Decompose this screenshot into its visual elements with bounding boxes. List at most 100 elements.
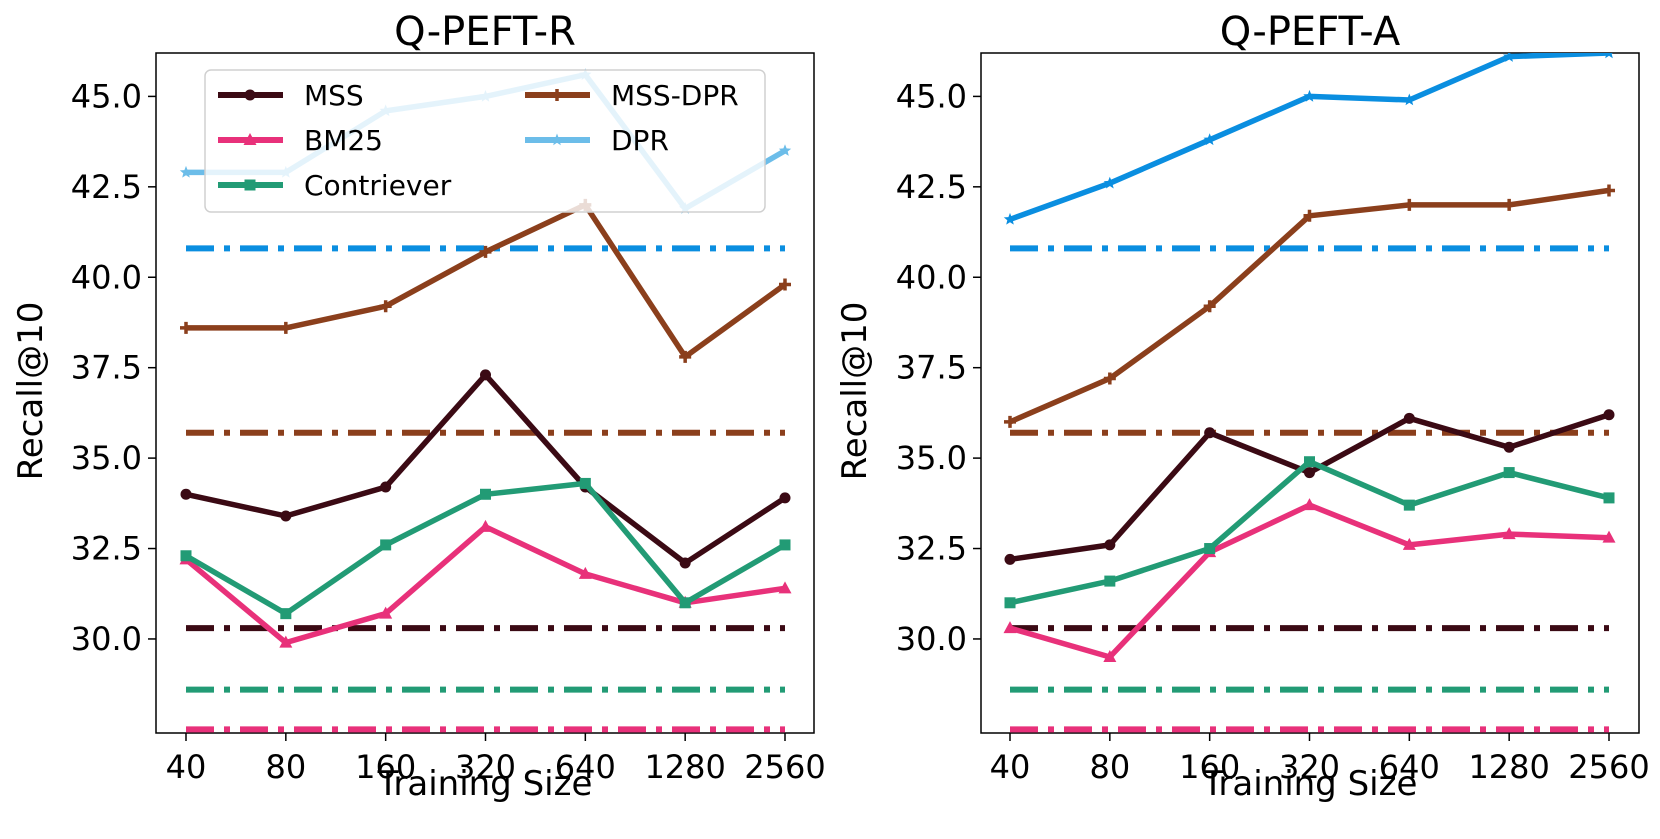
- data-point: [480, 369, 491, 381]
- y-tick-label: 45.0: [71, 77, 142, 115]
- series-line: [1009, 412, 1610, 563]
- y-tick-label: 42.5: [896, 168, 967, 206]
- x-tick-label: 2560: [1568, 748, 1649, 786]
- data-point: [479, 519, 492, 532]
- data-point: [1503, 441, 1515, 453]
- x-tick-label: 320: [1279, 748, 1340, 786]
- data-point: [1103, 650, 1117, 663]
- data-point: [1303, 89, 1316, 102]
- data-point: [280, 510, 292, 522]
- data-point: [480, 488, 491, 500]
- series-line: [185, 372, 787, 566]
- data-point: [1004, 415, 1016, 428]
- y-tick-label: 37.5: [896, 349, 967, 387]
- data-point: [779, 539, 791, 551]
- data-point: [578, 566, 592, 579]
- data-point: [1503, 467, 1515, 479]
- data-point: [1603, 184, 1615, 197]
- data-point: [778, 144, 792, 156]
- data-point: [379, 300, 392, 313]
- legend-marker: [551, 89, 563, 101]
- legend-marker: [244, 179, 256, 191]
- data-point: [1402, 537, 1416, 550]
- data-point: [579, 477, 591, 489]
- data-point: [479, 245, 492, 258]
- series-line: [186, 202, 787, 360]
- data-point: [1204, 543, 1216, 555]
- data-point: [1502, 527, 1516, 540]
- data-point: [679, 557, 691, 569]
- data-point: [1003, 212, 1017, 225]
- data-point: [1503, 53, 1516, 62]
- x-tick-label: 40: [166, 748, 207, 786]
- plot-area: [1003, 53, 1616, 733]
- legend-label: MSS: [304, 79, 364, 112]
- x-tick-label: 80: [1089, 748, 1130, 786]
- data-point: [679, 350, 692, 363]
- series-contriever: [1004, 456, 1615, 609]
- y-tick-label: 32.5: [896, 530, 967, 568]
- data-point: [180, 321, 192, 334]
- x-tick-label: 160: [1179, 748, 1240, 786]
- data-point: [1403, 412, 1415, 424]
- legend-marker: [243, 133, 257, 145]
- y-tick-label: 30.0: [71, 620, 142, 658]
- legend-label: DPR: [611, 124, 669, 157]
- y-tick-label: 35.0: [896, 439, 967, 477]
- y-tick-label: 30.0: [896, 620, 967, 658]
- data-point: [180, 488, 192, 500]
- data-point: [1203, 133, 1216, 146]
- series-bm25: [1003, 498, 1616, 663]
- series-dpr: [1003, 53, 1613, 225]
- data-point: [379, 606, 393, 619]
- data-point: [1403, 198, 1416, 211]
- legend-item-mss: MSS: [218, 79, 364, 112]
- legend-item-contriever: Contriever: [218, 169, 452, 202]
- y-tick-label: 42.5: [71, 168, 142, 206]
- legend-item-dpr: DPR: [525, 124, 669, 157]
- data-point: [779, 278, 791, 291]
- series-line: [1009, 53, 1610, 222]
- legend: MSS BM25 Contriever MSS-DPR DPR: [204, 69, 766, 213]
- data-point: [1103, 372, 1116, 385]
- y-tick-label: 40.0: [896, 258, 967, 296]
- legend-label: BM25: [304, 124, 383, 157]
- chart-q-peft-r: Q-PEFT-R Recall@10 Training Size 30.0 32.…: [11, 9, 826, 804]
- y-tick-label: 35.0: [71, 439, 142, 477]
- data-point: [779, 492, 791, 504]
- data-point: [1403, 499, 1415, 511]
- data-point: [1204, 427, 1216, 439]
- legend-item-mss-dpr: MSS-DPR: [525, 79, 739, 112]
- series-line: [1008, 187, 1610, 425]
- legend-marker: [550, 133, 564, 146]
- y-tick-label: 37.5: [71, 349, 142, 387]
- data-point: [1004, 553, 1016, 565]
- data-point: [179, 165, 193, 178]
- chart-title: Q-PEFT-R: [394, 9, 576, 55]
- chart-title: Q-PEFT-A: [1220, 9, 1401, 55]
- data-point: [1004, 597, 1016, 609]
- data-point: [279, 635, 293, 648]
- data-point: [1304, 456, 1315, 468]
- series-mss: [180, 369, 791, 569]
- x-tick-label: 160: [355, 748, 416, 786]
- data-point: [1603, 492, 1615, 504]
- data-point: [1603, 409, 1615, 421]
- y-tick-label: 45.0: [896, 77, 967, 115]
- data-point: [1503, 198, 1516, 211]
- data-point: [1003, 621, 1017, 634]
- data-point: [1303, 209, 1316, 222]
- data-point: [380, 539, 392, 551]
- legend-marker: [244, 89, 256, 101]
- x-tick-label: 1280: [1468, 748, 1549, 786]
- series-contriever: [180, 477, 791, 620]
- chart-q-peft-a: Q-PEFT-A Recall@10 Training Size 30.0 32.…: [835, 9, 1650, 804]
- data-point: [1103, 176, 1116, 189]
- x-tick-label: 2560: [744, 748, 825, 786]
- data-point: [1104, 575, 1116, 587]
- x-tick-label: 320: [455, 748, 516, 786]
- x-tick-label: 1280: [644, 748, 725, 786]
- data-point: [679, 597, 691, 609]
- data-point: [1605, 53, 1613, 59]
